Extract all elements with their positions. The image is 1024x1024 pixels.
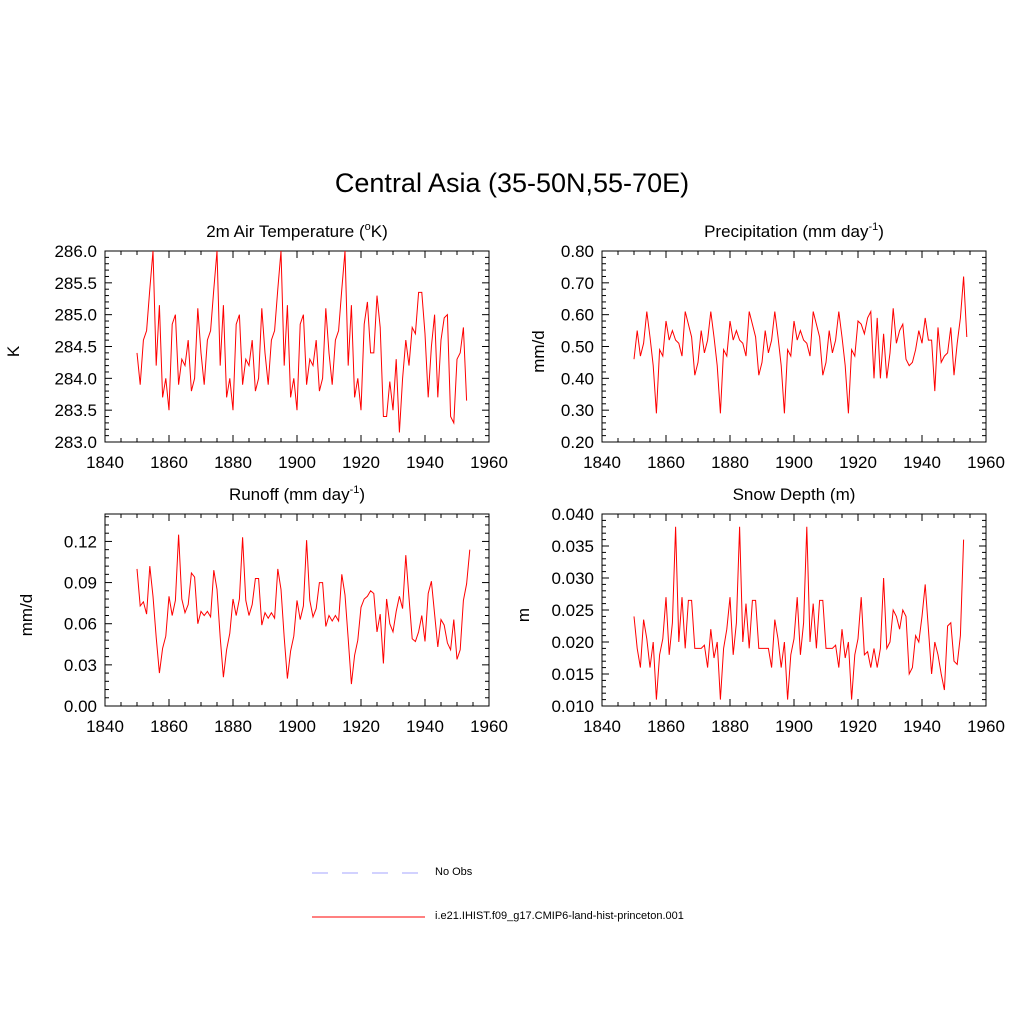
x-tick-label: 1860: [150, 717, 188, 736]
y-tick-label: 0.010: [551, 697, 594, 716]
y-axis-label: K: [4, 345, 23, 357]
y-tick-label: 0.035: [551, 537, 594, 556]
x-tick-label: 1880: [711, 453, 749, 472]
y-tick-label: 0.06: [64, 615, 97, 634]
x-tick-label: 1960: [967, 453, 1005, 472]
x-tick-label: 1920: [839, 453, 877, 472]
x-tick-label: 1900: [775, 717, 813, 736]
legend-group: [312, 872, 425, 918]
y-axis-label: m: [514, 608, 533, 622]
x-tick-label: 1880: [711, 717, 749, 736]
legend-label-model: i.e21.IHIST.f09_g17.CMIP6-land-hist-prin…: [435, 910, 684, 922]
series-line-0: [136, 250, 468, 433]
panel-title: Snow Depth (m): [733, 485, 856, 504]
series-line-0: [633, 526, 965, 700]
x-tick-label: 1900: [278, 453, 316, 472]
panel-3: 1840 1860 1880 1900 1920 1940 1960 0.010 0.015 0.…: [514, 485, 1005, 736]
panel-title: Runoff (mm day-1): [229, 484, 365, 504]
x-tick-label: 1900: [775, 453, 813, 472]
series-line-0: [633, 276, 968, 414]
plot-frame: [601, 513, 987, 707]
x-tick-label: 1840: [583, 453, 621, 472]
x-tick-label: 1860: [647, 717, 685, 736]
x-tick-label: 1960: [470, 453, 508, 472]
panels-group: 1840 1860 1880 1900 1920 1940 1960 283.0 283.5 28…: [4, 221, 1005, 736]
y-tick-label: 0.30: [561, 401, 594, 420]
y-tick-label: 0.025: [551, 601, 594, 620]
x-tick-label: 1900: [278, 717, 316, 736]
y-tick-label: 0.60: [561, 306, 594, 325]
y-tick-label: 0.030: [551, 569, 594, 588]
x-tick-label: 1920: [342, 453, 380, 472]
y-tick-label: 0.015: [551, 665, 594, 684]
y-tick-label: 0.040: [551, 505, 594, 524]
x-tick-label: 1880: [214, 717, 252, 736]
plot-frame: [601, 250, 987, 443]
x-tick-label: 1960: [470, 717, 508, 736]
plot-frame: [104, 513, 490, 707]
x-tick-label: 1940: [903, 453, 941, 472]
y-tick-label: 285.5: [54, 274, 97, 293]
y-tick-label: 286.0: [54, 242, 97, 261]
panel-1: 1840 1860 1880 1900 1920 1940 1960 0.20 0.30 0.40…: [529, 221, 1005, 472]
panel-2: 1840 1860 1880 1900 1920 1940 1960 0.00 0.03 0.06…: [17, 484, 508, 736]
y-tick-label: 0.50: [561, 338, 594, 357]
y-tick-label: 0.020: [551, 633, 594, 652]
figure-title: Central Asia (35-50N,55-70E): [334, 168, 690, 198]
x-tick-label: 1860: [647, 453, 685, 472]
x-tick-label: 1860: [150, 453, 188, 472]
legend-label-no-obs: No Obs: [435, 866, 473, 878]
x-tick-label: 1840: [86, 717, 124, 736]
y-tick-label: 0.80: [561, 242, 594, 261]
y-tick-label: 0.20: [561, 433, 594, 452]
y-axis-label: mm/d: [17, 594, 36, 637]
x-tick-label: 1920: [342, 717, 380, 736]
x-tick-label: 1880: [214, 453, 252, 472]
x-tick-label: 1940: [406, 717, 444, 736]
y-tick-label: 0.40: [561, 369, 594, 388]
panel-0: 1840 1860 1880 1900 1920 1940 1960 283.0 283.5 28…: [4, 221, 508, 472]
x-tick-label: 1840: [583, 717, 621, 736]
x-tick-label: 1920: [839, 717, 877, 736]
y-tick-label: 0.12: [64, 532, 97, 551]
y-tick-label: 283.5: [54, 401, 97, 420]
y-tick-label: 0.00: [64, 697, 97, 716]
y-tick-label: 0.09: [64, 574, 97, 593]
y-tick-label: 0.70: [561, 274, 594, 293]
y-tick-label: 285.0: [54, 306, 97, 325]
y-tick-label: 283.0: [54, 433, 97, 452]
y-tick-label: 0.03: [64, 656, 97, 675]
y-tick-label: 284.0: [54, 369, 97, 388]
y-axis-label: mm/d: [529, 330, 548, 373]
x-tick-label: 1960: [967, 717, 1005, 736]
series-line-0: [136, 534, 471, 685]
panel-title: 2m Air Temperature (oK): [206, 221, 388, 241]
panel-title: Precipitation (mm day-1): [704, 221, 884, 241]
y-tick-label: 284.5: [54, 338, 97, 357]
x-tick-label: 1940: [903, 717, 941, 736]
x-tick-label: 1840: [86, 453, 124, 472]
x-tick-label: 1940: [406, 453, 444, 472]
